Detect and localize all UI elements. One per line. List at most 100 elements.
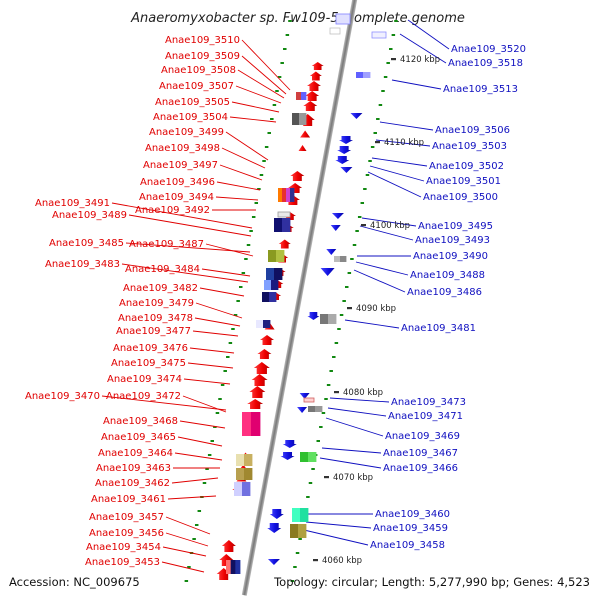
tick-mark bbox=[334, 342, 339, 344]
kbp-label: 4100 kbp bbox=[370, 221, 410, 231]
domain-block bbox=[226, 560, 232, 574]
forward-gene-arrow bbox=[290, 171, 305, 181]
domain-block bbox=[234, 482, 243, 496]
domain-block bbox=[242, 412, 252, 436]
gene-label: Anae109_3498 bbox=[145, 143, 220, 154]
kbp-label: 4060 kbp bbox=[322, 556, 362, 566]
tick-mark bbox=[205, 468, 209, 470]
leader-line bbox=[303, 529, 369, 546]
leader-line bbox=[319, 457, 382, 469]
leader-line bbox=[219, 164, 263, 181]
gene-label: Anae109_3472 bbox=[106, 391, 181, 402]
reverse-gene-arrow bbox=[335, 156, 350, 164]
domain-block bbox=[298, 524, 307, 538]
small-feature bbox=[335, 13, 351, 25]
leader-line bbox=[174, 452, 223, 461]
genome-backbone bbox=[241, 0, 358, 596]
forward-gene-arrow bbox=[305, 91, 320, 101]
tick-mark bbox=[275, 90, 279, 92]
gene-label: Anae109_3509 bbox=[165, 51, 240, 62]
gene-label: Anae109_3496 bbox=[140, 177, 215, 188]
tick-mark bbox=[226, 356, 230, 358]
domain-block bbox=[278, 188, 283, 202]
domain-block bbox=[296, 92, 302, 100]
kbp-tick bbox=[375, 141, 380, 144]
gene-label: Anae109_3464 bbox=[98, 448, 173, 459]
tick-mark bbox=[210, 440, 214, 442]
leader-line bbox=[215, 196, 259, 201]
gene-labels: Anae109_3510 Anae109_3509 Anae109_3508 Anae… bbox=[25, 35, 526, 568]
domain-block bbox=[300, 452, 309, 462]
domain-block bbox=[274, 218, 283, 232]
gene-label: Anae109_3520 bbox=[451, 44, 526, 55]
leader-line bbox=[189, 347, 235, 354]
gene-label: Anae109_3504 bbox=[153, 112, 228, 123]
forward-gene-arrow bbox=[309, 71, 322, 81]
tick-mark bbox=[319, 426, 323, 428]
gene-label: Anae109_3501 bbox=[426, 176, 501, 187]
tick-mark bbox=[288, 20, 292, 22]
domain-block bbox=[263, 320, 271, 328]
tick-mark bbox=[187, 566, 191, 568]
reverse-gene-arrow bbox=[339, 136, 353, 144]
tick-mark bbox=[378, 104, 383, 106]
kbp-tick bbox=[391, 58, 396, 61]
gene-label: Anae109_3518 bbox=[448, 58, 523, 69]
kbp-tick bbox=[334, 391, 339, 394]
tick-mark bbox=[306, 496, 310, 498]
gene-label: Anae109_3500 bbox=[423, 192, 498, 203]
domain-block bbox=[251, 412, 261, 436]
gene-label: Anae109_3507 bbox=[159, 81, 234, 92]
leader-line bbox=[183, 378, 231, 385]
gene-label: Anae109_3471 bbox=[388, 411, 463, 422]
leader-line bbox=[199, 287, 245, 297]
gene-label: Anae109_3460 bbox=[375, 509, 450, 520]
domain-block bbox=[328, 314, 337, 324]
gene-label: Anae109_3469 bbox=[385, 431, 460, 442]
leader-line bbox=[367, 171, 422, 198]
tick-mark bbox=[215, 412, 220, 414]
leader-line bbox=[128, 214, 252, 237]
gene-label: Anae109_3463 bbox=[96, 463, 171, 474]
forward-gene-arrow bbox=[278, 239, 291, 249]
leader-line bbox=[179, 420, 226, 429]
tick-mark bbox=[293, 566, 297, 568]
gene-label: Anae109_3479 bbox=[119, 298, 194, 309]
tick-mark bbox=[213, 426, 217, 428]
tick-mark bbox=[244, 258, 248, 260]
map-title: Anaeromyxobacter sp. Fw109-5, complete g… bbox=[130, 11, 465, 26]
leader-line bbox=[216, 181, 261, 191]
reverse-gene-arrow bbox=[299, 393, 310, 399]
leader-line bbox=[353, 269, 406, 293]
kbp-scale: 4120 kbp 4110 kbp 4100 kbp 4090 kbp 4080 kbp… bbox=[313, 55, 440, 566]
small-feature bbox=[329, 27, 341, 35]
gene-label: Anae109_3497 bbox=[143, 160, 218, 171]
domain-block bbox=[264, 280, 272, 290]
reverse-gene-arrow bbox=[269, 509, 284, 519]
tick-mark bbox=[272, 104, 277, 106]
tick-mark bbox=[368, 160, 372, 162]
leader-line bbox=[167, 495, 217, 500]
domain-block bbox=[356, 72, 364, 78]
leader-line bbox=[111, 202, 253, 229]
leader-line bbox=[355, 261, 409, 276]
reverse-gene-arrow bbox=[337, 146, 352, 154]
domain-block bbox=[286, 188, 291, 202]
tick-mark bbox=[352, 244, 357, 246]
kbp-label: 4080 kbp bbox=[343, 388, 383, 398]
domain-block bbox=[340, 256, 347, 262]
domain-block bbox=[308, 452, 317, 462]
tick-mark bbox=[311, 468, 315, 470]
gene-label: Anae109_3467 bbox=[383, 448, 458, 459]
reverse-gene-arrow bbox=[297, 407, 308, 413]
gene-label: Anae109_3462 bbox=[95, 478, 170, 489]
tick-mark bbox=[277, 76, 282, 78]
forward-gene-arrow bbox=[260, 335, 274, 345]
kbp-tick bbox=[313, 559, 318, 562]
leader-line bbox=[125, 242, 251, 253]
gene-features bbox=[216, 13, 387, 580]
tick-mark bbox=[344, 286, 349, 288]
domain-block bbox=[244, 454, 253, 466]
leader-line bbox=[187, 362, 234, 369]
tick-mark bbox=[347, 272, 352, 274]
